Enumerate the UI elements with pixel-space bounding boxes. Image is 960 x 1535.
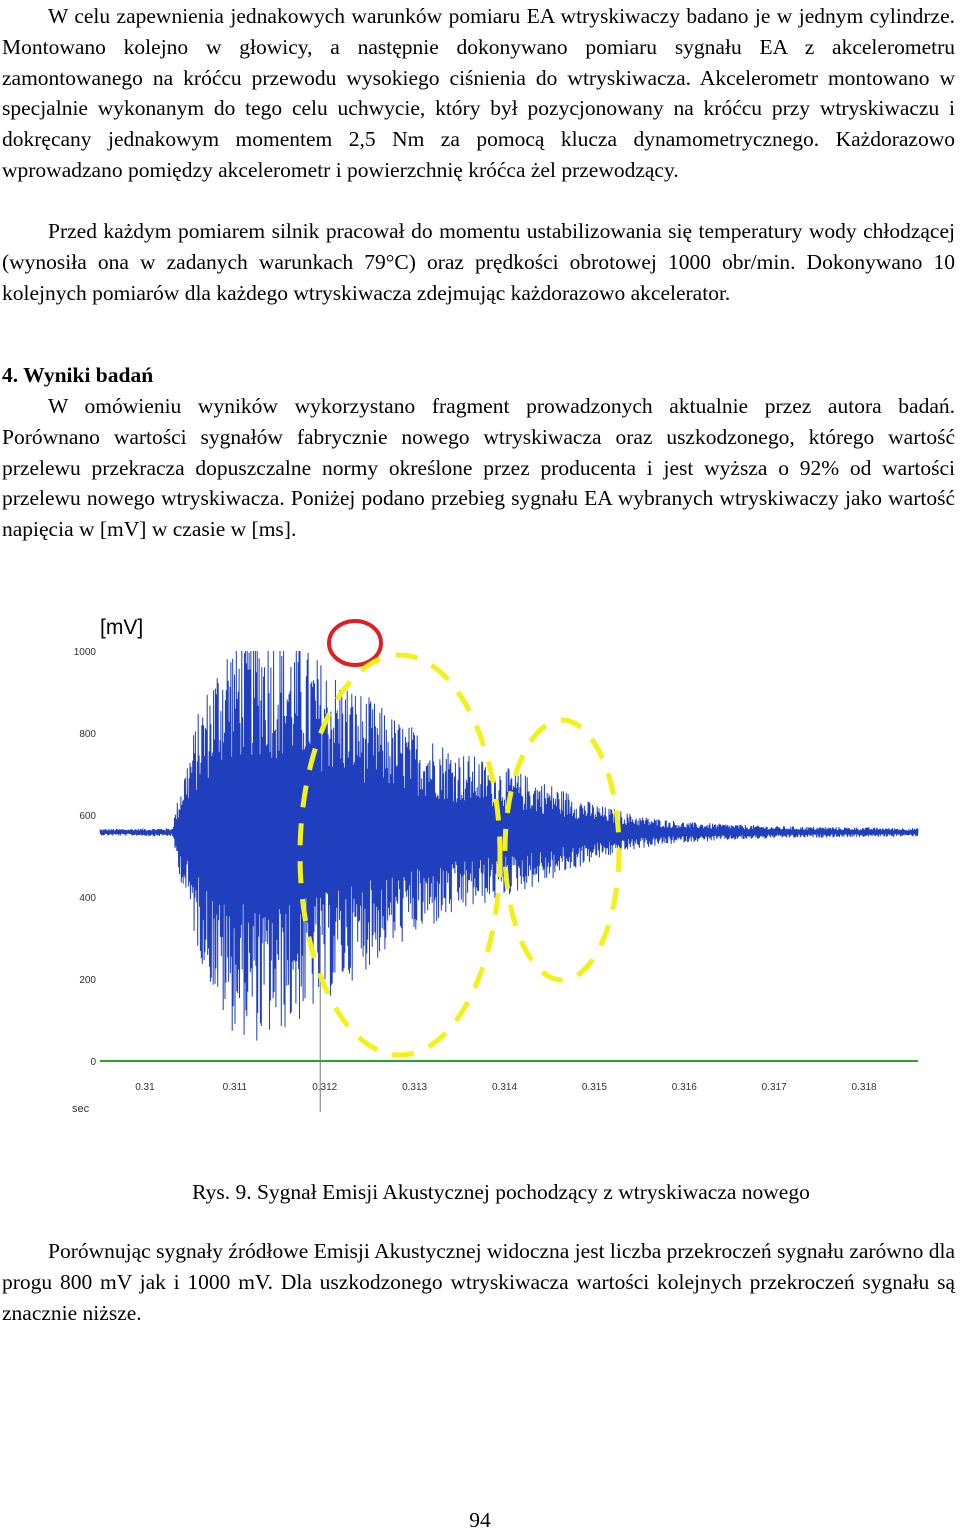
x-tick-0.311: 0.311	[223, 1082, 248, 1093]
x-tick-0.315: 0.315	[582, 1082, 607, 1093]
page-number: 94	[469, 1508, 491, 1532]
y-tick-0: 0	[90, 1057, 96, 1068]
x-tick-0.312: 0.312	[312, 1082, 337, 1093]
figure-caption: Rys. 9. Sygnał Emisji Akustycznej pochod…	[192, 1180, 810, 1204]
x-tick-0.318: 0.318	[852, 1082, 877, 1093]
y-axis-label: [mV]	[100, 616, 143, 639]
dashed-ellipse-annotation-1	[297, 652, 503, 1058]
x-tick-0.31: 0.31	[135, 1082, 155, 1093]
x-tick-0.313: 0.313	[402, 1082, 427, 1093]
y-tick-labels: 1000 800 600 400 200 0	[74, 647, 97, 1068]
paragraph-4: Porównując sygnały źródłowe Emisji Akust…	[2, 1239, 955, 1325]
signal-line	[99, 650, 919, 1041]
paragraph-2: Przed każdym pomiarem silnik pracował do…	[2, 219, 955, 305]
dashed-ellipse-annotation-2	[502, 717, 622, 983]
y-tick-800: 800	[79, 729, 96, 740]
x-tick-0.314: 0.314	[492, 1082, 517, 1093]
y-tick-200: 200	[79, 975, 96, 986]
paragraph-1: W celu zapewnienia jednakowych warunków …	[2, 4, 955, 182]
paragraph-3: W omówieniu wyników wykorzystano fragmen…	[2, 394, 955, 542]
section-heading: 4. Wyniki badań	[2, 363, 154, 387]
ea-signal-chart: [mV] sec 1000 800 600 400 200 0 0.31 0.311 0.31…	[60, 600, 930, 1120]
x-axis-label: sec	[72, 1103, 90, 1115]
y-tick-400: 400	[79, 893, 96, 904]
y-tick-1000: 1000	[74, 647, 97, 658]
x-tick-0.316: 0.316	[672, 1082, 697, 1093]
y-tick-600: 600	[79, 811, 96, 822]
peak-circle-annotation	[327, 619, 383, 667]
x-tick-labels: 0.31 0.311 0.312 0.313 0.314 0.315 0.316 0.317 0…	[135, 1082, 877, 1093]
x-tick-0.317: 0.317	[762, 1082, 787, 1093]
